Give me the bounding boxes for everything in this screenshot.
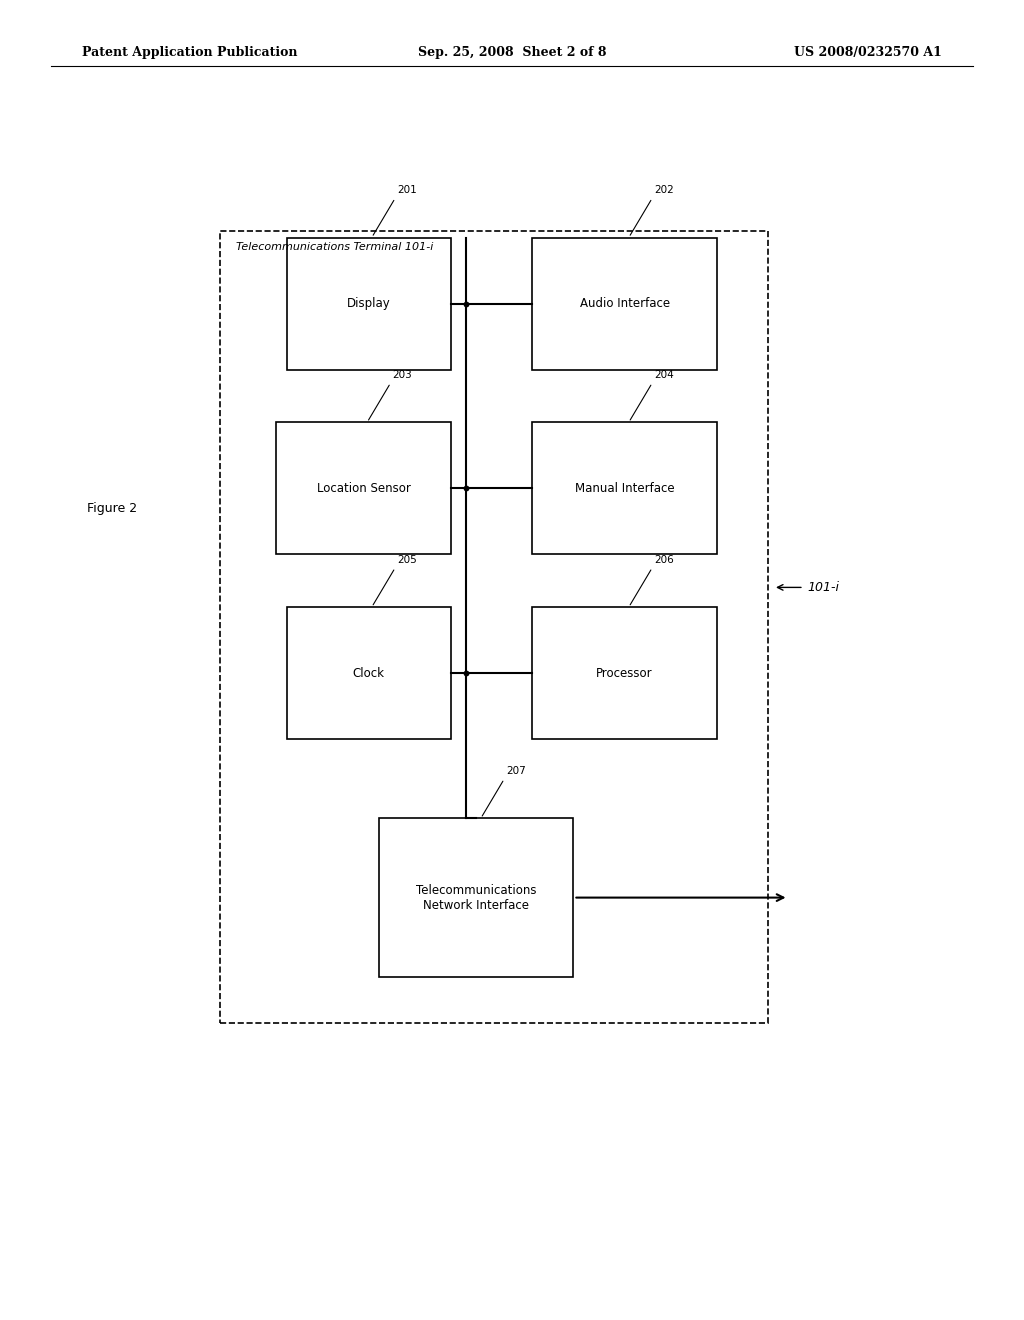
Text: Location Sensor: Location Sensor (316, 482, 411, 495)
Text: Sep. 25, 2008  Sheet 2 of 8: Sep. 25, 2008 Sheet 2 of 8 (418, 46, 606, 59)
FancyBboxPatch shape (276, 422, 451, 554)
Text: 203: 203 (393, 370, 413, 380)
Text: 204: 204 (654, 370, 674, 380)
FancyBboxPatch shape (287, 238, 451, 370)
Text: Processor: Processor (596, 667, 653, 680)
Text: US 2008/0232570 A1: US 2008/0232570 A1 (795, 46, 942, 59)
FancyBboxPatch shape (379, 818, 573, 977)
Text: Figure 2: Figure 2 (87, 502, 137, 515)
Text: Patent Application Publication: Patent Application Publication (82, 46, 297, 59)
Text: 202: 202 (654, 185, 674, 195)
Text: 101-i: 101-i (807, 581, 839, 594)
Text: Telecommunications Terminal 101-i: Telecommunications Terminal 101-i (236, 242, 433, 252)
FancyBboxPatch shape (532, 238, 717, 370)
Text: Display: Display (347, 297, 390, 310)
FancyBboxPatch shape (532, 607, 717, 739)
Text: Clock: Clock (352, 667, 385, 680)
Text: 201: 201 (397, 185, 417, 195)
FancyBboxPatch shape (532, 422, 717, 554)
Text: Manual Interface: Manual Interface (574, 482, 675, 495)
Text: Telecommunications
Network Interface: Telecommunications Network Interface (416, 883, 537, 912)
Text: 205: 205 (397, 554, 417, 565)
Text: 206: 206 (654, 554, 674, 565)
Text: Audio Interface: Audio Interface (580, 297, 670, 310)
Text: 207: 207 (507, 766, 526, 776)
FancyBboxPatch shape (287, 607, 451, 739)
